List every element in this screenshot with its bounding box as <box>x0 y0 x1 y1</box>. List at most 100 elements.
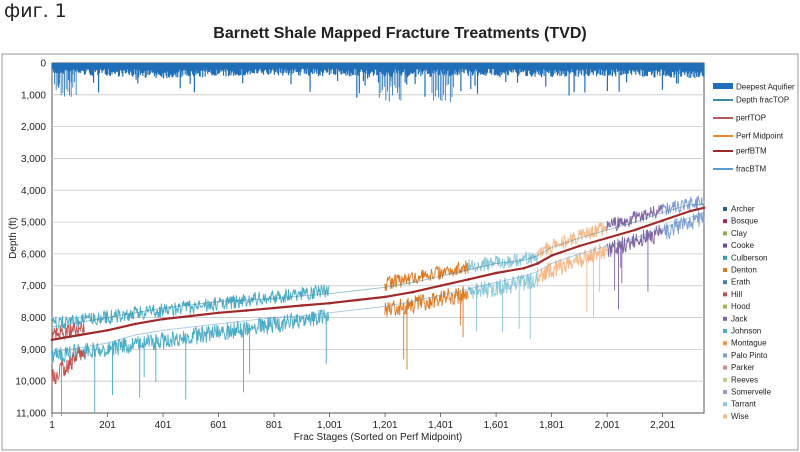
fracture-bottom-wise <box>537 243 608 283</box>
series-point-perfbtm <box>189 314 193 318</box>
legend-series-label: perfTOP <box>736 114 766 123</box>
series-point-perfbtm <box>578 244 581 248</box>
x-tick-label: 2,001 <box>595 420 620 431</box>
fracture-top-jack <box>606 204 663 232</box>
x-tick-label: 401 <box>155 420 172 431</box>
legend-series-label: Perf Midpoint <box>736 132 784 141</box>
x-tick-label: 1,001 <box>317 420 342 431</box>
legend-county-swatch <box>723 243 727 248</box>
series-point-perfbtm <box>244 309 248 312</box>
y-tick-label: 10,000 <box>15 377 46 388</box>
series-point-perfbtm <box>689 209 692 213</box>
legend-county-swatch <box>723 377 727 382</box>
series-point-perfbtm <box>411 290 415 294</box>
legend-county-label: Bosque <box>731 217 759 226</box>
y-axis-title: Depth (ft) <box>8 217 19 259</box>
y-tick-label: 3,000 <box>21 154 46 165</box>
series-point-perfbtm <box>161 317 165 321</box>
legend-county-swatch <box>723 341 727 346</box>
series-point-perfbtm <box>633 228 637 232</box>
legend-county-label: Denton <box>731 266 757 275</box>
fracture-top-palo-pinto <box>661 195 705 216</box>
aquifer-layer <box>51 63 705 103</box>
series-line-fracbtm <box>51 212 705 353</box>
x-axis-ticks: 1 201 401 601 801 1,001 1,201 1,401 1,601 1,801 2,… <box>49 413 676 431</box>
legend-county-swatch <box>723 207 727 211</box>
fracture-top-wise <box>537 222 608 258</box>
fracture-bottom-jack <box>606 224 663 257</box>
y-tick-label: 8,000 <box>21 313 46 324</box>
legend-county-label: Reeves <box>731 375 758 384</box>
legend-county-swatch <box>723 292 727 297</box>
series-point-perfbtm <box>356 298 359 302</box>
series-legend: Deepest Aquifier Depth fracTOP perfTOP Perf… <box>713 83 795 174</box>
legend-county-swatch <box>723 390 727 394</box>
legend-county-label: Hill <box>731 290 742 299</box>
y-tick-label: 5,000 <box>21 218 46 229</box>
aquifer-bars <box>51 63 705 98</box>
legend-county-label: Parker <box>731 363 755 372</box>
legend-county-label: Culberson <box>731 253 767 262</box>
legend-county-swatch <box>723 219 727 224</box>
y-tick-label: 0 <box>40 59 46 70</box>
series-point-perfbtm <box>50 338 54 342</box>
x-tick-label: 1,801 <box>539 420 564 431</box>
series-point-perfbtm <box>106 328 109 332</box>
x-tick-label: 801 <box>266 420 283 431</box>
legend-county-label: Tarrant <box>731 400 757 409</box>
legend-series-label: Deepest Aquifier <box>736 83 795 92</box>
legend-county-label: Palo Pinto <box>731 351 768 360</box>
legend-county-swatch <box>723 231 727 236</box>
x-tick-label: 1,201 <box>373 420 398 431</box>
plot-area <box>51 62 705 414</box>
series-line-depth-fractop <box>51 204 704 328</box>
y-tick-label: 1,000 <box>21 90 46 101</box>
x-tick-label: 601 <box>210 420 227 431</box>
fracture-bottom-johnson <box>51 309 330 364</box>
y-tick-label: 11,000 <box>16 409 46 420</box>
x-tick-label: 201 <box>99 420 116 431</box>
series-point-perfbtm <box>328 301 331 305</box>
legend-county-swatch <box>723 304 727 309</box>
legend-swatch-bar <box>713 83 733 89</box>
legend-county-label: Erath <box>731 278 750 287</box>
outer-frame <box>1 53 799 451</box>
series-point-perfbtm <box>494 271 498 275</box>
legend-county-label: Clay <box>731 229 747 238</box>
series-point-perfbtm <box>133 322 137 326</box>
county-fracture-layer <box>51 195 705 417</box>
legend-series-label: perfBTM <box>736 147 767 156</box>
y-tick-label: 6,000 <box>21 249 46 260</box>
series-point-perfbtm <box>272 306 276 310</box>
x-tick-label: 1 <box>49 420 55 431</box>
legend-county-swatch <box>723 402 727 407</box>
x-tick-label: 1,401 <box>428 420 453 431</box>
legend-county-label: Wise <box>731 412 749 421</box>
county-legend: Archer Bosque Clay Cooke Culberson Denton Erat… <box>723 205 772 421</box>
series-point-perfbtm <box>300 304 304 307</box>
legend-county-swatch <box>723 414 727 419</box>
series-point-perfbtm <box>383 295 387 299</box>
series-point-perfbtm <box>702 206 706 210</box>
series-line-perfbtm <box>51 206 705 341</box>
legend-county-label: Archer <box>731 205 755 214</box>
legend-series-label: fracBTM <box>736 165 767 174</box>
fracture-bottom-denton <box>384 285 469 317</box>
series-point-perfbtm <box>661 219 664 222</box>
legend-series-label: Depth fracTOP <box>736 96 789 105</box>
figure-label: фиг. 1 <box>4 0 67 22</box>
legend-county-label: Somervelle <box>731 388 772 397</box>
y-tick-label: 7,000 <box>21 281 46 292</box>
series-point-perfbtm <box>522 266 526 270</box>
legend-county-label: Montague <box>731 339 767 348</box>
legend-county-label: Cooke <box>731 241 755 250</box>
legend-county-label: Johnson <box>731 327 761 336</box>
fracture-bottom-tarrant <box>467 272 538 299</box>
fracture-top-hill <box>51 322 86 341</box>
legend-county-swatch <box>723 365 727 370</box>
series-point-perfbtm <box>439 284 442 288</box>
legend-county-swatch <box>723 268 727 272</box>
series-point-perfbtm <box>217 311 220 315</box>
y-tick-label: 9,000 <box>21 345 46 356</box>
